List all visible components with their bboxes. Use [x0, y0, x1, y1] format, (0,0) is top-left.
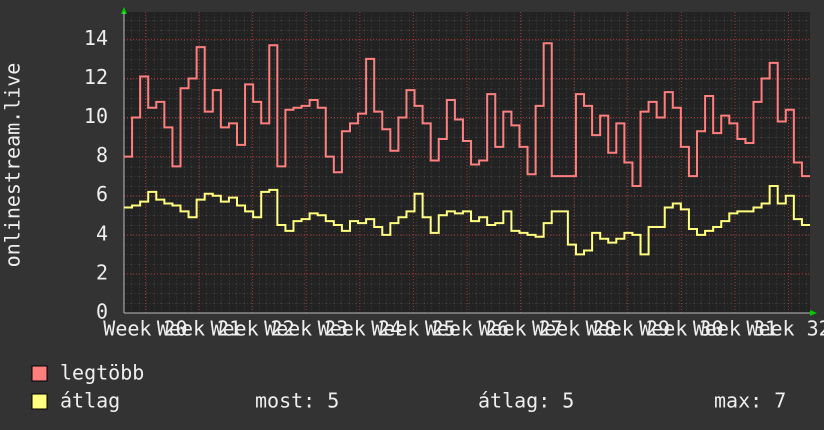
x-tick-label: Week 21: [157, 317, 241, 341]
x-tick-label: Week 28: [532, 317, 616, 341]
x-tick-label: Week 26: [425, 317, 509, 341]
y-tick-label: 14: [84, 26, 108, 50]
legend-swatch: [31, 393, 48, 410]
y-tick-label: 2: [96, 260, 108, 284]
series-line: [124, 42, 810, 187]
x-tick-label: Week 25: [371, 317, 455, 341]
y-tick-label: 0: [96, 300, 108, 324]
x-tick-label: Week 23: [264, 317, 348, 341]
y-tick-label: 12: [84, 65, 108, 89]
x-tick-label: Week 32: [746, 317, 824, 341]
legend-label: átlag: [60, 389, 120, 413]
stat: átlag: 5: [478, 389, 574, 413]
legend-label: legtöbb: [60, 361, 144, 385]
x-tick-label: Week 22: [210, 317, 294, 341]
y-tick-label: 4: [96, 221, 108, 245]
y-tick-label: 10: [84, 104, 108, 128]
x-tick-label: Week 29: [586, 317, 670, 341]
y-axis-arrow: [121, 7, 127, 14]
x-tick-label: Week 20: [103, 317, 187, 341]
legend-swatch: [31, 365, 48, 382]
y-tick-label: 6: [96, 182, 108, 206]
y-axis-label: onlinestream.live: [1, 63, 25, 268]
stat: most: 5: [255, 389, 339, 413]
x-tick-label: Week 27: [478, 317, 562, 341]
stat: max: 7: [714, 389, 786, 413]
x-tick-label: Week 31: [693, 317, 777, 341]
y-tick-label: 8: [96, 143, 108, 167]
x-tick-label: Week 24: [318, 317, 402, 341]
x-tick-label: Week 30: [639, 317, 723, 341]
x-axis-arrow: [810, 310, 817, 316]
series-line: [124, 184, 810, 256]
